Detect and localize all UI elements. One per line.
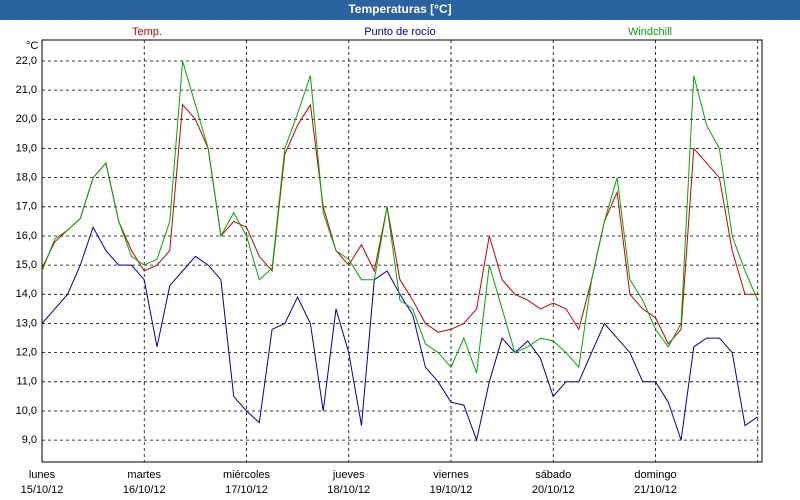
- y-tick-label: 11,0: [16, 376, 37, 388]
- y-tick-label: 16,0: [16, 230, 37, 242]
- y-tick-label: 10,0: [16, 405, 37, 417]
- y-tick-label: 17,0: [16, 201, 37, 213]
- x-day-label: lunes: [29, 469, 56, 481]
- legend-label: Windchill: [628, 26, 672, 38]
- y-tick-label: 20,0: [16, 113, 37, 125]
- x-date-label: 20/10/12: [532, 484, 575, 496]
- x-day-label: viernes: [433, 469, 469, 481]
- y-tick-label: 21,0: [16, 84, 37, 96]
- title-bar: [0, 0, 800, 20]
- legend-label: Temp.: [132, 26, 162, 38]
- legend-label: Punto de rocío: [364, 26, 436, 38]
- y-tick-label: 15,0: [16, 259, 37, 271]
- y-tick-label: 13,0: [16, 317, 37, 329]
- x-date-label: 17/10/12: [225, 484, 268, 496]
- y-tick-label: 12,0: [16, 347, 37, 359]
- x-day-label: sábado: [535, 469, 571, 481]
- x-date-label: 15/10/12: [21, 484, 64, 496]
- x-day-label: martes: [127, 469, 161, 481]
- series-line: [41, 225, 758, 442]
- series-line: [41, 60, 759, 374]
- chart-title: Temperaturas [°C]: [348, 2, 451, 16]
- y-tick-label: 14,0: [16, 288, 37, 300]
- x-date-label: 18/10/12: [327, 484, 370, 496]
- plot-area: [41, 39, 763, 463]
- x-day-label: jueves: [332, 469, 365, 481]
- x-date-label: 19/10/12: [430, 484, 473, 496]
- x-day-label: miércoles: [223, 469, 271, 481]
- series-line: [41, 103, 758, 345]
- y-tick-label: 22,0: [16, 55, 37, 67]
- y-unit-label: °C: [26, 40, 38, 52]
- x-day-label: domingo: [634, 469, 676, 481]
- x-date-label: 16/10/12: [123, 484, 166, 496]
- y-tick-label: 9,0: [22, 434, 37, 446]
- y-tick-label: 19,0: [16, 142, 37, 154]
- x-date-label: 21/10/12: [634, 484, 677, 496]
- y-tick-label: 18,0: [16, 172, 37, 184]
